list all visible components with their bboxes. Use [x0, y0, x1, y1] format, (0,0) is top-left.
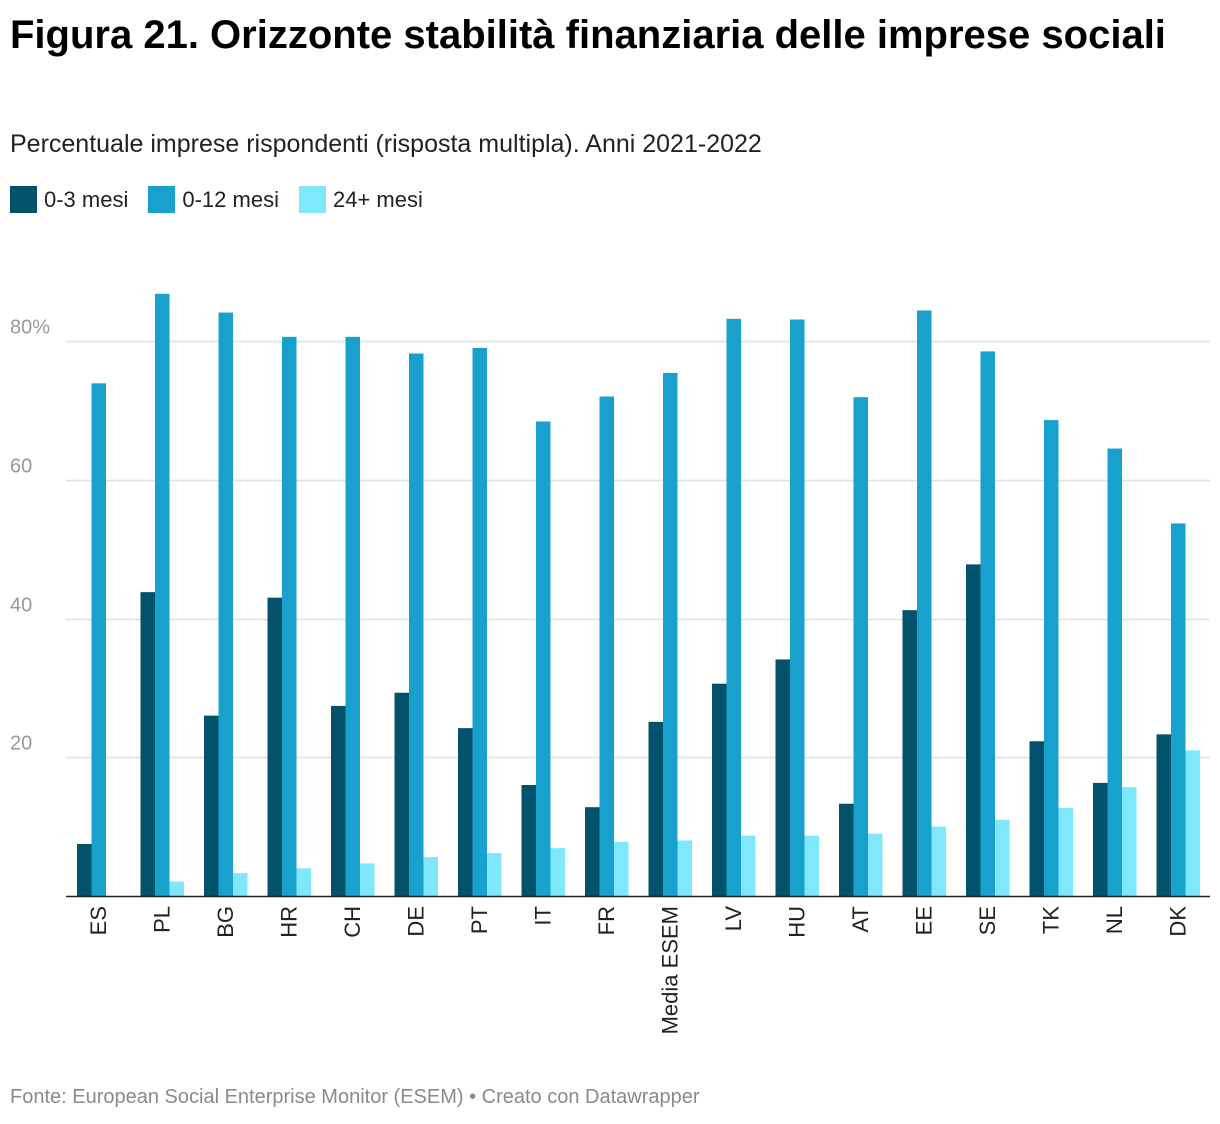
bar-pt-series-0 [458, 728, 473, 896]
bar-tk-series-2 [1058, 807, 1073, 896]
bar-ch-series-2 [360, 863, 375, 896]
bar-hr-series-2 [296, 868, 311, 896]
bar-tk-series-1 [1044, 420, 1059, 896]
legend: 0-3 mesi 0-12 mesi 24+ mesi [10, 186, 443, 213]
bar-ch-series-0 [331, 705, 346, 896]
bar-ch-series-1 [345, 336, 360, 896]
x-tick-label: DE [403, 906, 428, 937]
bar-fr-series-2 [614, 841, 629, 896]
x-tick-label: BG [213, 906, 238, 938]
y-tick-label: 20 [10, 733, 32, 755]
x-tick-label: AT [848, 906, 873, 932]
bar-bg-series-0 [204, 715, 219, 896]
x-tick-label: FR [594, 906, 619, 935]
x-tick-label: HU [784, 906, 809, 938]
bar-fr-series-1 [599, 396, 614, 896]
legend-item-0-3-mesi: 0-3 mesi [10, 186, 128, 213]
x-tick-label: PT [467, 906, 492, 934]
x-tick-label: LV [721, 906, 746, 932]
bar-dk-series-0 [1156, 734, 1171, 896]
bar-it-series-1 [536, 421, 551, 896]
bar-it-series-2 [550, 848, 565, 896]
y-tick-label: 60 [10, 456, 32, 478]
bar-hu-series-2 [804, 835, 819, 896]
bar-nl-series-0 [1093, 782, 1108, 896]
x-axis-tick-labels: ES PL BG HR CH DE PT IT FR Media ESEM LV HU AT EE SE TK… [86, 906, 1191, 1035]
bar-hr-series-1 [282, 336, 297, 896]
bar-se-series-0 [966, 564, 981, 896]
bar-de-series-2 [423, 857, 438, 896]
x-tick-label: NL [1102, 906, 1127, 934]
legend-label-0-12-mesi: 0-12 mesi [182, 186, 279, 212]
bar-tk-series-0 [1029, 741, 1044, 896]
bar-de-series-0 [394, 692, 409, 896]
bar-at-series-1 [853, 397, 868, 896]
bar-ee-series-2 [931, 826, 946, 896]
bar-lv-series-1 [726, 318, 741, 896]
bar-se-series-2 [995, 819, 1010, 896]
x-tick-label: SE [975, 906, 1000, 935]
x-tick-label: TK [1038, 906, 1063, 934]
x-tick-label: DK [1165, 906, 1190, 937]
bar-pl-series-1 [155, 293, 170, 896]
bar-lv-series-2 [741, 835, 756, 896]
bar-bg-series-2 [233, 873, 248, 896]
bars [77, 293, 1200, 897]
legend-label-24-mesi: 24+ mesi [332, 186, 423, 212]
y-tick-label: 80% [10, 317, 50, 339]
bar-it-series-0 [521, 785, 536, 896]
legend-swatch-0-3-mesi [10, 186, 37, 213]
x-tick-label: EE [911, 906, 936, 935]
x-tick-label: PL [149, 906, 174, 933]
x-tick-label: CH [340, 906, 365, 938]
bar-dk-series-1 [1171, 523, 1186, 896]
bar-ee-series-0 [902, 610, 917, 896]
chart-subtitle: Percentuale imprese rispondenti (rispost… [10, 130, 762, 158]
bar-de-series-1 [409, 353, 424, 896]
bar-dk-series-2 [1185, 750, 1200, 896]
bar-pl-series-2 [169, 881, 184, 896]
x-tick-label: IT [530, 906, 555, 926]
bar-hu-series-0 [775, 659, 790, 896]
bar-pt-series-1 [472, 347, 487, 896]
source-note: Fonte: European Social Enterprise Monito… [10, 1086, 700, 1108]
bar-fr-series-0 [585, 807, 600, 896]
y-tick-label: 40 [10, 595, 32, 617]
x-tick-label: Media ESEM [657, 906, 682, 1034]
bar-media-esem-series-2 [677, 840, 692, 896]
gridlines [66, 340, 1210, 759]
legend-item-24-mesi: 24+ mesi [298, 186, 423, 213]
legend-item-0-12-mesi: 0-12 mesi [148, 186, 279, 213]
bar-hr-series-0 [267, 597, 282, 896]
bar-at-series-2 [868, 833, 883, 896]
legend-swatch-24-mesi [298, 186, 326, 213]
y-axis-tick-labels: 20 40 60 80% [10, 317, 50, 755]
bar-media-esem-series-0 [648, 721, 663, 896]
bar-es-series-1 [91, 383, 106, 897]
bar-es-series-0 [77, 843, 92, 896]
legend-label-0-3-mesi: 0-3 mesi [44, 186, 129, 212]
bar-pl-series-0 [140, 592, 155, 896]
x-tick-label: ES [86, 906, 111, 935]
bar-nl-series-1 [1107, 448, 1122, 896]
chart-title: Figura 21. Orizzonte stabilità finanziar… [10, 13, 1166, 57]
bar-bg-series-1 [218, 312, 233, 896]
x-tick-label: HR [276, 906, 301, 938]
bar-pt-series-2 [487, 852, 502, 896]
bar-hu-series-1 [790, 319, 805, 896]
legend-swatch-0-12-mesi [148, 186, 176, 213]
bar-ee-series-1 [917, 310, 932, 897]
bar-at-series-0 [839, 803, 854, 896]
bar-nl-series-2 [1122, 787, 1137, 896]
bar-media-esem-series-1 [663, 372, 678, 897]
bar-se-series-1 [980, 351, 995, 896]
bar-lv-series-0 [712, 683, 727, 896]
